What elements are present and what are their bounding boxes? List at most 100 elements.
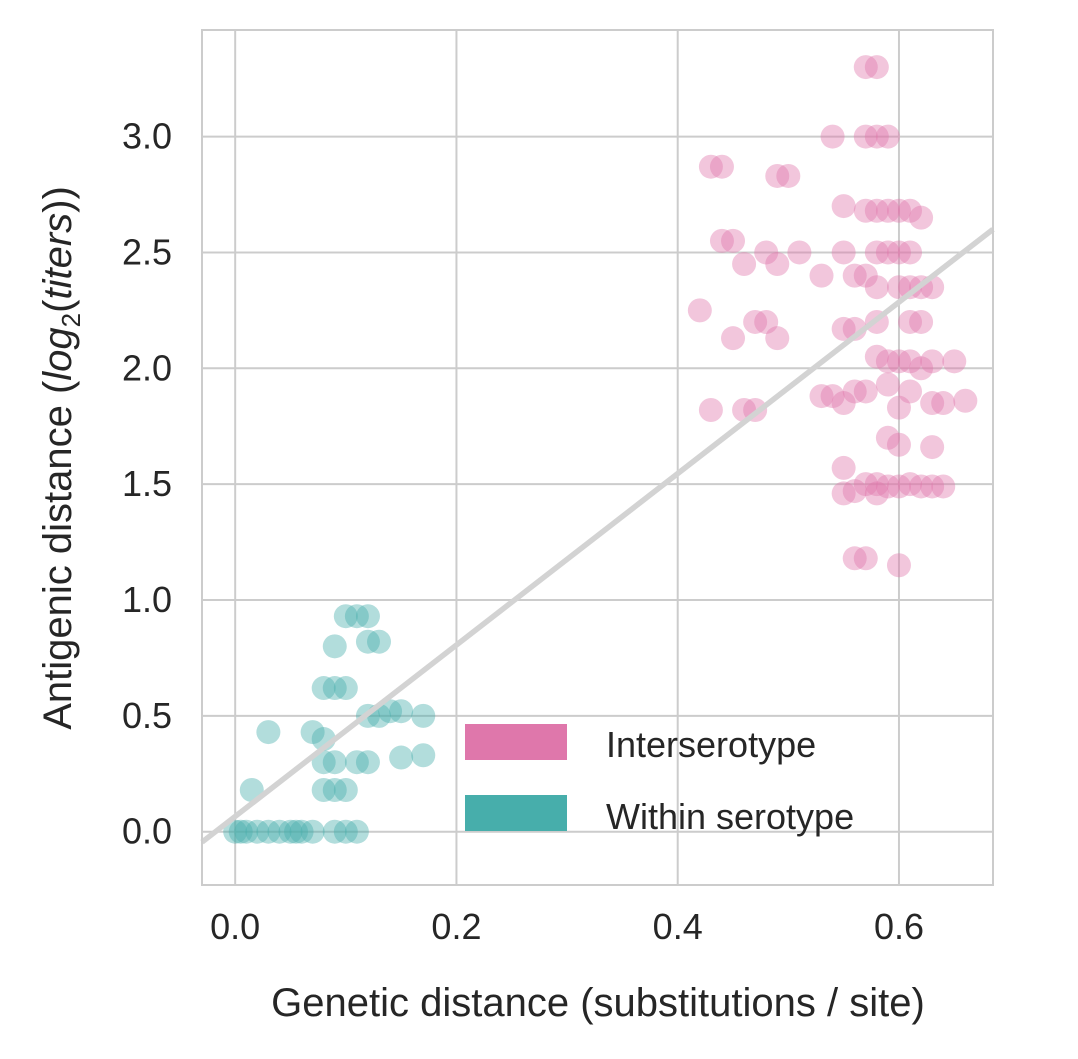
within-serotype-point [278,819,303,844]
y-axis-label: Antigenic distance (log2(titers)) [36,186,86,730]
within-serotype-point [322,676,347,701]
within-serotype-point [311,750,336,775]
interserotype-point [709,154,734,179]
interserotype-point [920,435,945,460]
interserotype-point [864,55,889,80]
y-tick-label: 2.0 [122,347,172,388]
interserotype-point [754,240,779,265]
within-serotype-point [300,720,325,745]
interserotype-point [942,349,967,374]
interserotype-point [864,344,889,369]
interserotype-point [909,205,934,230]
y-tick-label: 2.5 [122,231,172,272]
interserotype-point [842,263,867,288]
interserotype-point [898,275,923,300]
interserotype-point [787,240,812,265]
interserotype-point [886,198,911,223]
interserotype-point [931,474,956,499]
within-serotype-point [411,703,436,728]
interserotype-point [953,388,978,413]
interserotype-point [721,228,746,253]
regression-line [200,227,995,845]
within-serotype-point [378,699,403,724]
interserotype-point [853,198,878,223]
plot-frame [201,29,994,886]
interserotype-points [687,55,978,578]
y-tick-label: 0.5 [122,695,172,736]
y-axis-label-suffix: )) [36,186,80,213]
interserotype-point [920,391,945,416]
within-serotype-point [344,604,369,629]
within-serotype-point [355,604,380,629]
interserotype-point [709,228,734,253]
interserotype-point [864,481,889,506]
y-tick-label: 1.0 [122,579,172,620]
interserotype-point [820,124,845,149]
interserotype-point [831,391,856,416]
y-axis-label-log: log [36,327,80,380]
interserotype-point [875,198,900,223]
within-serotype-points [223,604,436,844]
interserotype-point [886,240,911,265]
interserotype-point [886,349,911,374]
interserotype-point [864,275,889,300]
interserotype-point [864,124,889,149]
x-axis-label: Genetic distance (substitutions / site) [271,981,925,1025]
grid-lines [202,30,993,885]
interserotype-point [853,546,878,571]
interserotype-point [776,163,801,188]
interserotype-point [842,546,867,571]
within-serotype-point [322,634,347,659]
within-serotype-point [344,750,369,775]
interserotype-point [831,316,856,341]
within-serotype-point [333,676,358,701]
interserotype-point [875,372,900,397]
interserotype-point [853,124,878,149]
within-serotype-point [234,819,259,844]
within-serotype-point [333,604,358,629]
y-axis-label-prefix: Antigenic distance ( [36,380,80,730]
interserotype-point [909,356,934,381]
interserotype-point [687,298,712,323]
legend: Interserotype Within serotype [465,724,854,837]
interserotype-point [898,309,923,334]
x-tick-label: 0.4 [653,906,703,947]
within-serotype-point [311,778,336,802]
x-tick-label: 0.6 [874,906,924,947]
within-serotype-point [300,819,325,844]
within-serotype-point [289,819,314,844]
interserotype-point [853,472,878,497]
interserotype-point [765,252,790,277]
within-serotype-point [389,745,414,770]
within-serotype-point [267,819,292,844]
interserotype-point [842,479,867,504]
interserotype-point [864,198,889,223]
interserotype-point [886,432,911,457]
interserotype-point [909,474,934,499]
within-serotype-point [228,819,253,844]
interserotype-point [698,154,723,179]
interserotype-point [875,349,900,374]
interserotype-point [820,384,845,409]
interserotype-point [886,474,911,499]
within-serotype-point [344,819,369,844]
interserotype-point [898,472,923,497]
within-serotype-point [223,819,248,844]
interserotype-point [831,455,856,480]
interserotype-point [698,398,723,422]
y-tick-label: 1.5 [122,463,172,504]
interserotype-point [732,252,757,277]
within-serotype-point [355,629,380,654]
interserotype-point [931,391,956,416]
interserotype-point [886,395,911,420]
y-tick-label: 3.0 [122,116,172,157]
within-serotype-point [389,699,414,724]
interserotype-point [721,326,746,351]
y-axis-label-subscript: 2 [56,313,86,327]
within-serotype-point [284,819,309,844]
interserotype-point [765,326,790,351]
interserotype-point [831,194,856,219]
interserotype-point [875,474,900,499]
interserotype-point [853,263,878,288]
